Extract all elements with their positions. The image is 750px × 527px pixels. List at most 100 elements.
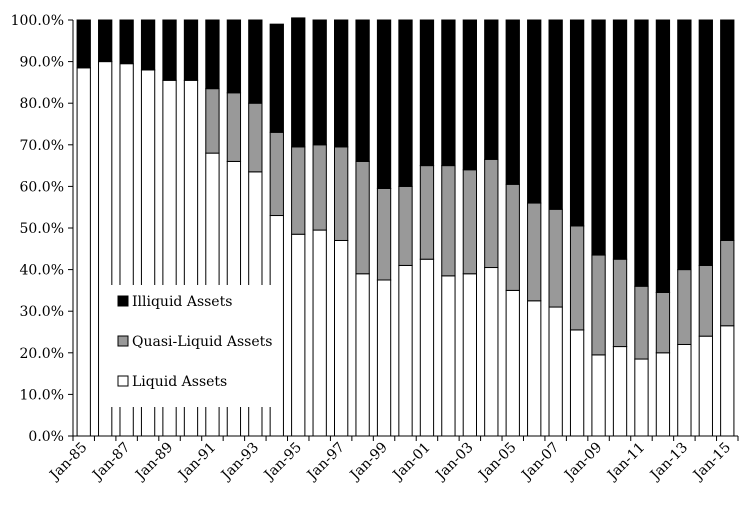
bar-illiquid-assets-jan-14 xyxy=(698,19,713,266)
bar-liquid-assets-jan-12 xyxy=(655,352,671,437)
x-tick-label: Jan-97 xyxy=(303,440,348,485)
x-tick-label: Jan-07 xyxy=(518,440,563,485)
bar-illiquid-assets-jan-96 xyxy=(312,19,327,146)
x-tick-label: Jan-05 xyxy=(475,440,520,485)
bar-illiquid-assets-jan-90 xyxy=(183,19,199,81)
bar-illiquid-assets-jan-07 xyxy=(548,19,563,210)
x-tick-label: Jan-91 xyxy=(174,440,219,485)
x-tick-label: Jan-89 xyxy=(131,440,176,485)
bar-quasi-liquid-assets-jan-00 xyxy=(398,185,413,266)
bar-liquid-assets-jan-09 xyxy=(591,354,606,437)
y-tick-label: 60.0% xyxy=(20,179,64,195)
bar-liquid-assets-jan-03 xyxy=(462,273,478,437)
bar-liquid-assets-jan-10 xyxy=(612,346,628,437)
bar-illiquid-assets-jan-09 xyxy=(591,19,606,256)
bar-quasi-liquid-assets-jan-99 xyxy=(376,187,392,281)
bar-liquid-assets-jan-00 xyxy=(398,264,413,437)
legend-swatch-quasi-liquid-assets xyxy=(117,335,129,347)
y-tick-label: 100.0% xyxy=(11,13,64,29)
legend: Illiquid Assets Quasi-Liquid Assets Liquid… xyxy=(108,285,281,407)
x-tick-label: Jan-09 xyxy=(560,440,605,485)
bar-quasi-liquid-assets-jan-12 xyxy=(655,291,671,354)
bar-liquid-assets-jan-15 xyxy=(720,325,735,437)
bar-illiquid-assets-jan-93 xyxy=(248,19,263,104)
bar-illiquid-assets-jan-85 xyxy=(76,19,91,69)
bar-quasi-liquid-assets-jan-13 xyxy=(677,269,692,345)
bar-quasi-liquid-assets-jan-15 xyxy=(720,239,735,327)
x-tick-label: Jan-95 xyxy=(260,440,305,485)
bar-illiquid-assets-jan-08 xyxy=(569,19,585,227)
bar-quasi-liquid-assets-jan-93 xyxy=(248,102,263,173)
y-tick-label: 40.0% xyxy=(20,263,64,279)
bar-liquid-assets-jan-02 xyxy=(441,275,456,437)
bar-liquid-assets-jan-99 xyxy=(376,279,392,437)
bar-illiquid-assets-jan-98 xyxy=(355,19,370,162)
bar-illiquid-assets-jan-97 xyxy=(334,19,349,148)
bar-illiquid-assets-jan-88 xyxy=(140,19,156,71)
bar-quasi-liquid-assets-jan-10 xyxy=(612,258,628,348)
bar-liquid-assets-jan-04 xyxy=(484,267,499,437)
bar-illiquid-assets-jan-00 xyxy=(398,19,413,187)
bar-liquid-assets-jan-14 xyxy=(698,335,713,437)
legend-box xyxy=(108,285,281,407)
bar-liquid-assets-jan-06 xyxy=(527,300,542,437)
bar-illiquid-assets-jan-99 xyxy=(376,19,392,189)
bar-illiquid-assets-jan-02 xyxy=(441,19,456,167)
x-tick-label: Jan-87 xyxy=(89,440,134,485)
bar-liquid-assets-jan-01 xyxy=(419,258,435,437)
legend-label-liquid-assets: Liquid Assets xyxy=(132,374,227,390)
bar-liquid-assets-jan-11 xyxy=(634,358,649,437)
bar-quasi-liquid-assets-jan-09 xyxy=(591,254,606,356)
bar-quasi-liquid-assets-jan-91 xyxy=(205,88,220,154)
x-tick-label: Jan-11 xyxy=(603,440,648,485)
bar-quasi-liquid-assets-jan-96 xyxy=(312,144,327,231)
bar-illiquid-assets-jan-05 xyxy=(505,19,520,185)
legend-swatch-illiquid-assets xyxy=(117,295,129,307)
bar-liquid-assets-jan-98 xyxy=(355,273,370,437)
legend-label-quasi-liquid-assets: Quasi-Liquid Assets xyxy=(132,334,272,350)
bar-quasi-liquid-assets-jan-92 xyxy=(226,92,242,162)
bar-illiquid-assets-jan-89 xyxy=(162,19,177,81)
y-tick-label: 10.0% xyxy=(20,387,64,403)
bar-quasi-liquid-assets-jan-07 xyxy=(548,208,563,308)
bar-liquid-assets-jan-13 xyxy=(677,343,692,437)
x-tick-label: Jan-93 xyxy=(217,440,262,485)
legend-swatch-liquid-assets xyxy=(117,375,129,387)
y-tick-label: 80.0% xyxy=(20,96,64,112)
bar-quasi-liquid-assets-jan-03 xyxy=(462,169,478,275)
bar-illiquid-assets-jan-94 xyxy=(269,23,284,133)
y-tick-label: 50.0% xyxy=(20,221,64,237)
bar-quasi-liquid-assets-jan-11 xyxy=(634,285,649,360)
bar-quasi-liquid-assets-jan-14 xyxy=(698,264,713,337)
bar-quasi-liquid-assets-jan-02 xyxy=(441,165,456,277)
bar-illiquid-assets-jan-11 xyxy=(634,19,649,287)
bar-illiquid-assets-jan-04 xyxy=(484,19,499,160)
bar-illiquid-assets-jan-91 xyxy=(205,19,220,90)
y-tick-label: 0.0% xyxy=(28,429,64,445)
x-tick-label: Jan-01 xyxy=(389,440,434,485)
x-tick-label: Jan-85 xyxy=(46,440,91,485)
bar-quasi-liquid-assets-jan-94 xyxy=(269,131,284,217)
bar-illiquid-assets-jan-13 xyxy=(677,19,692,271)
y-tick-label: 90.0% xyxy=(20,55,64,71)
bar-quasi-liquid-assets-jan-98 xyxy=(355,160,370,275)
bar-illiquid-assets-jan-15 xyxy=(720,19,735,241)
bar-illiquid-assets-jan-06 xyxy=(527,19,542,204)
bar-quasi-liquid-assets-jan-01 xyxy=(419,165,435,260)
bar-quasi-liquid-assets-jan-04 xyxy=(484,158,499,269)
bar-liquid-assets-jan-97 xyxy=(334,239,349,437)
bar-illiquid-assets-jan-86 xyxy=(98,19,113,63)
bar-liquid-assets-jan-85 xyxy=(76,67,91,437)
x-tick-label: Jan-13 xyxy=(646,440,691,485)
x-tick-label: Jan-03 xyxy=(432,440,477,485)
bar-quasi-liquid-assets-jan-06 xyxy=(527,202,542,302)
bar-liquid-assets-jan-95 xyxy=(291,233,306,437)
y-tick-label: 70.0% xyxy=(20,138,64,154)
legend-label-illiquid-assets: Illiquid Assets xyxy=(132,294,232,310)
y-tick-label: 30.0% xyxy=(20,304,64,320)
bar-liquid-assets-jan-08 xyxy=(569,329,585,437)
bar-illiquid-assets-jan-01 xyxy=(419,19,435,167)
bar-quasi-liquid-assets-jan-97 xyxy=(334,146,349,241)
bar-quasi-liquid-assets-jan-95 xyxy=(291,146,306,235)
